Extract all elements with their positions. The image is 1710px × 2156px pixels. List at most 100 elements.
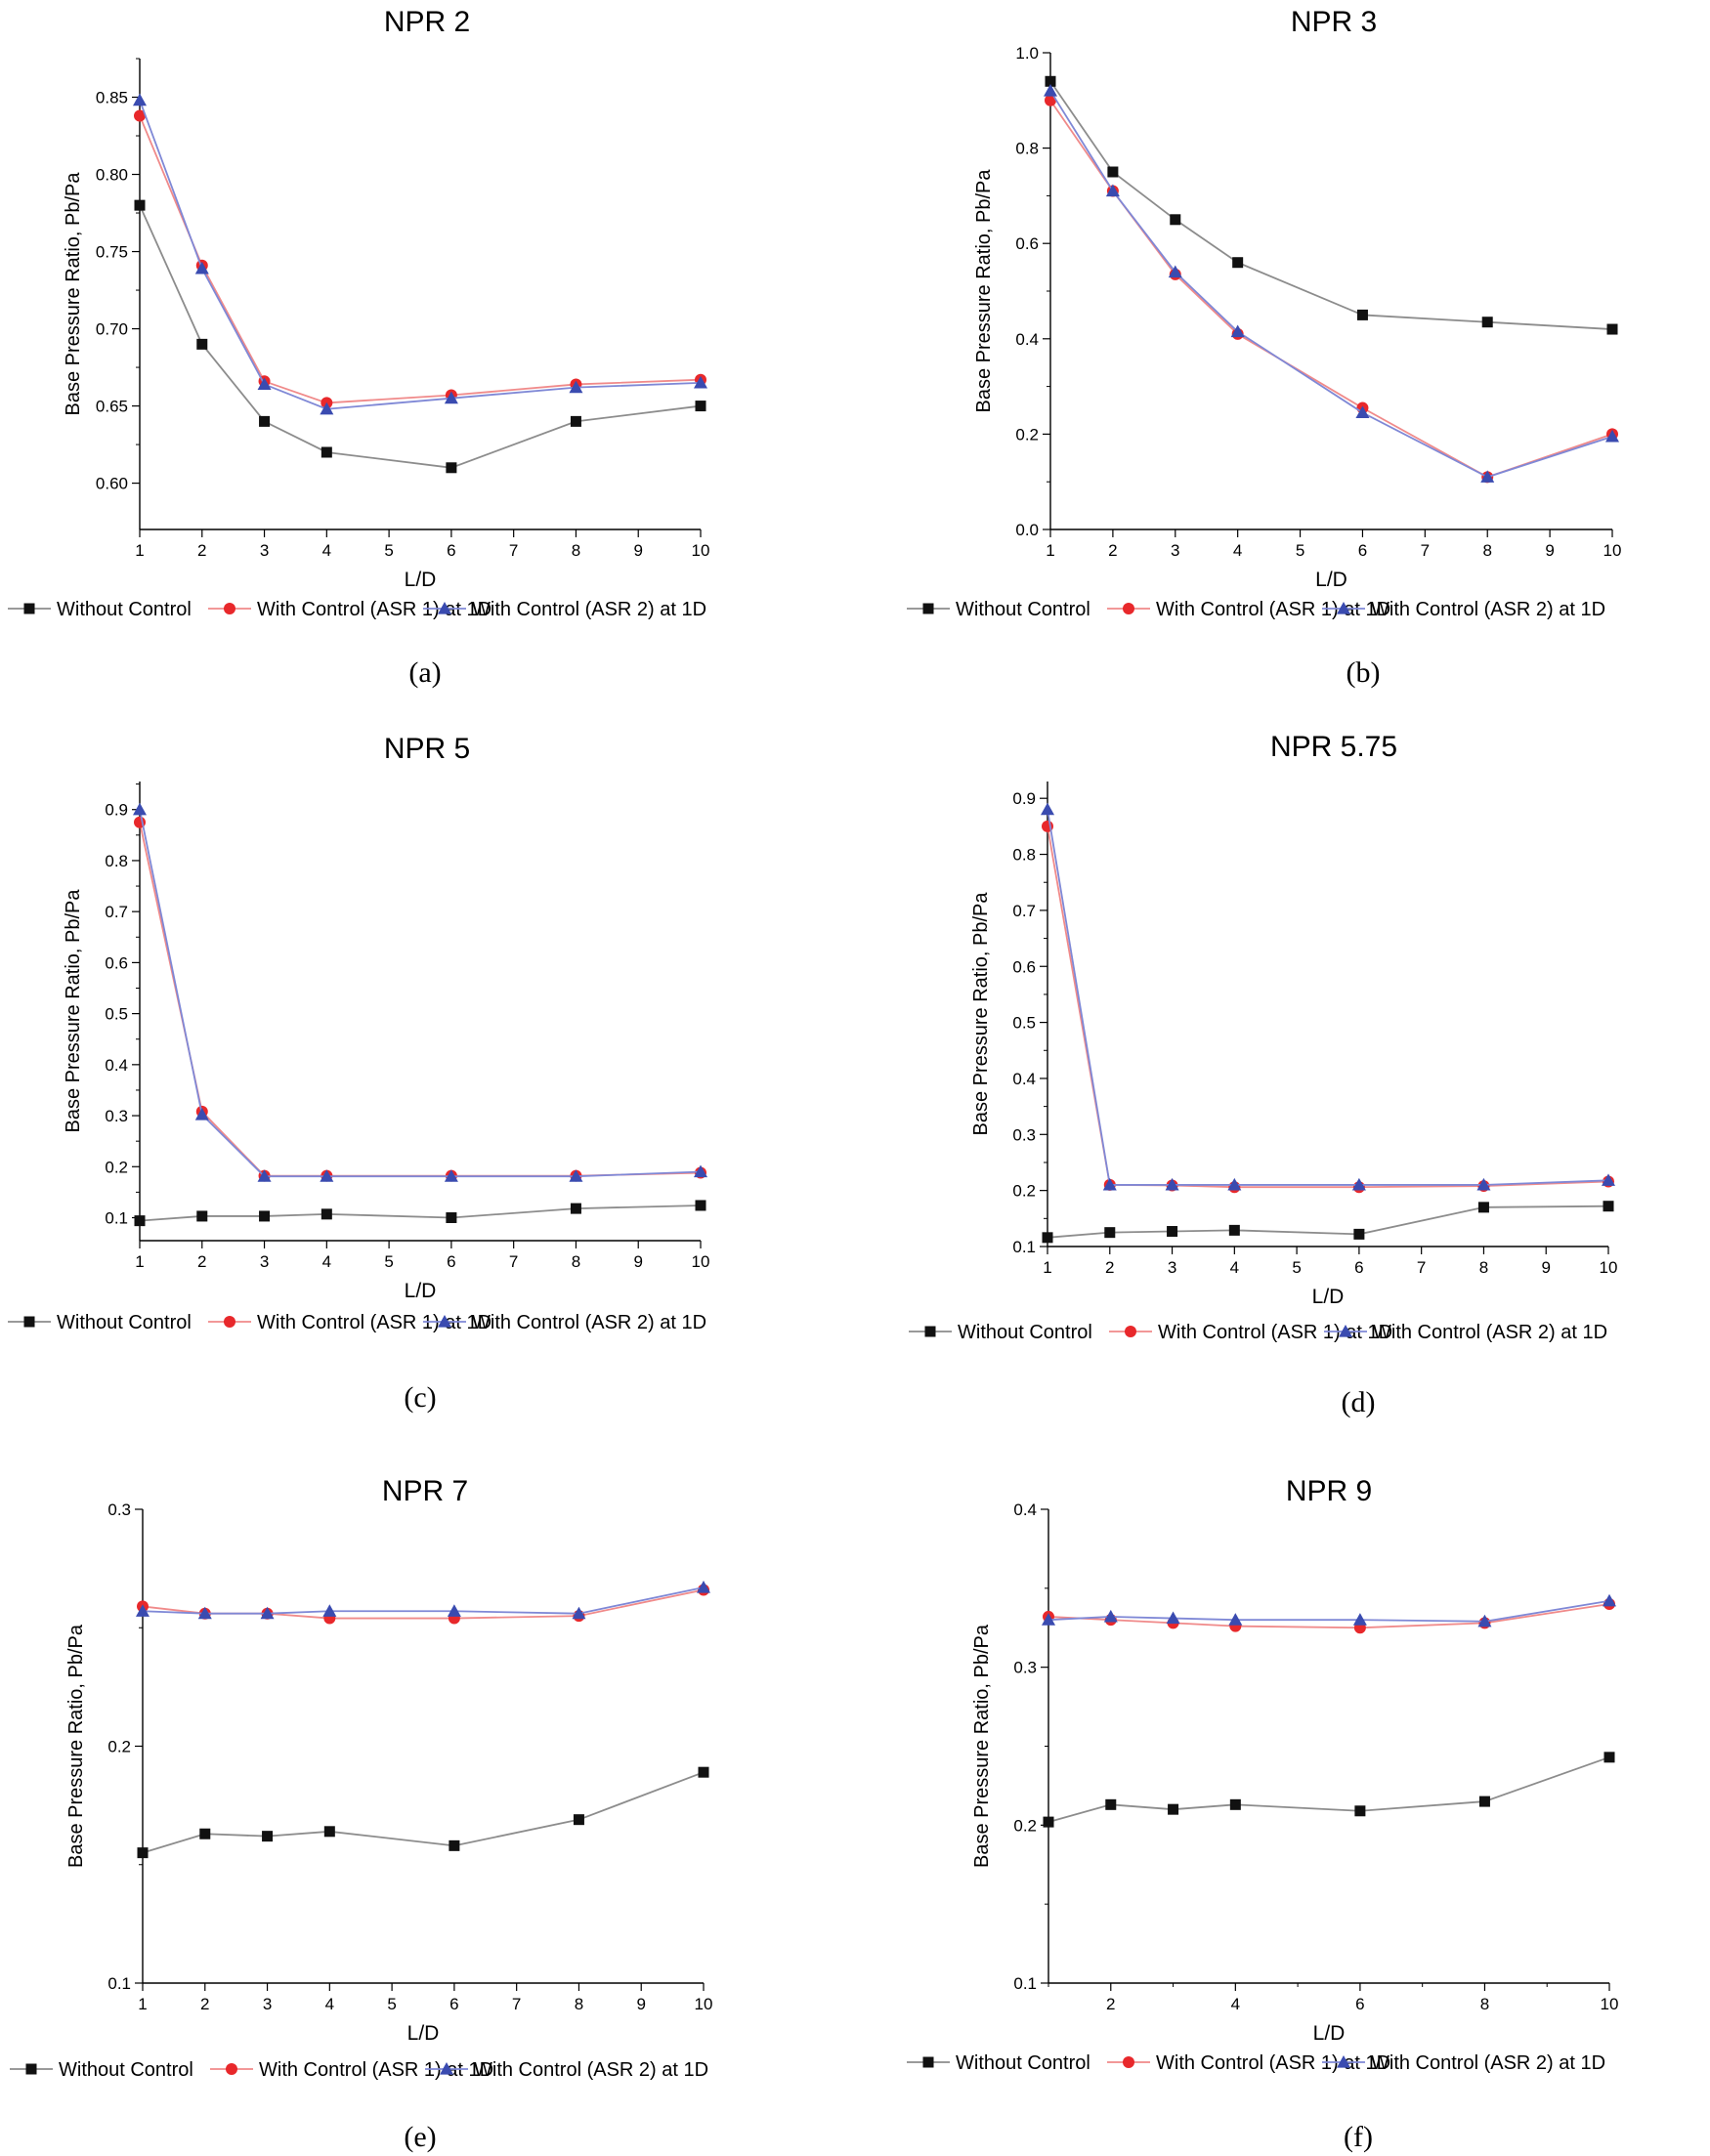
x-tick-label: 5	[384, 1252, 393, 1271]
data-point	[1480, 470, 1495, 483]
series-3	[1044, 84, 1619, 483]
legend-label: With Control (ASR 1) at 1D	[257, 1312, 492, 1333]
legend-marker	[924, 1326, 936, 1337]
legend: Without Control With Control (ASR 1) at 1…	[907, 2052, 1605, 2074]
x-axis-label: L/D	[405, 569, 437, 591]
series-1	[1042, 1201, 1614, 1244]
legend-marker	[438, 602, 451, 614]
series-line	[1049, 90, 1613, 479]
data-point	[257, 377, 272, 391]
chart-title: NPR 5.75	[1270, 731, 1397, 763]
y-tick-label: 0.4	[1012, 1070, 1036, 1088]
data-point	[1107, 166, 1119, 178]
series-line	[1047, 1599, 1610, 1623]
data-point	[197, 1606, 212, 1620]
data-point	[1603, 1593, 1616, 1607]
data-point	[1477, 1202, 1489, 1213]
data-point	[323, 1826, 335, 1838]
legend: Without Control With Control (ASR 1) at 1…	[8, 599, 706, 620]
series-line	[1047, 1205, 1609, 1239]
legend-marker	[23, 1316, 35, 1328]
data-point	[698, 1766, 709, 1778]
x-tick-label: 3	[1168, 1258, 1176, 1277]
x-tick-label: 10	[692, 541, 710, 560]
data-point	[1105, 184, 1120, 197]
series-line	[1047, 809, 1609, 1186]
x-tick-label: 4	[322, 1252, 331, 1271]
data-point	[1042, 1232, 1053, 1244]
y-tick-label: 0.60	[96, 475, 128, 493]
panel-caption: (e)	[404, 2121, 436, 2153]
data-point	[1102, 1177, 1117, 1191]
panel-caption: (a)	[408, 656, 441, 689]
data-point	[1104, 1227, 1116, 1239]
y-tick-label: 0.6	[1012, 957, 1036, 976]
x-tick-label: 2	[1106, 1995, 1115, 2013]
series-1	[137, 1766, 709, 1859]
chart-title: NPR 3	[1291, 6, 1377, 38]
x-tick-label: 2	[1108, 541, 1117, 560]
data-point	[1603, 1752, 1615, 1763]
data-point	[444, 391, 458, 404]
series-line	[1047, 1755, 1610, 1823]
series-line	[142, 1771, 705, 1854]
legend-label: With Control (ASR 1) at 1D	[1156, 599, 1390, 620]
series-line	[139, 1205, 702, 1222]
series-1	[134, 199, 706, 474]
y-tick-label: 0.0	[1015, 521, 1039, 539]
legend-label: With Control (ASR 2) at 1D	[472, 599, 706, 620]
x-tick-label: 3	[263, 1995, 272, 2013]
chart-title: NPR 7	[382, 1475, 468, 1507]
data-point	[1352, 1613, 1367, 1626]
data-point	[444, 1169, 458, 1182]
x-tick-label: 3	[260, 541, 269, 560]
x-tick-label: 7	[1417, 1258, 1426, 1277]
series-2	[1042, 820, 1614, 1194]
x-tick-label: 1	[135, 1252, 144, 1271]
series-line	[139, 204, 702, 469]
data-point	[1168, 265, 1182, 278]
series-2	[134, 816, 706, 1182]
data-point	[1603, 1201, 1614, 1212]
x-tick-label: 8	[1479, 1258, 1488, 1277]
y-tick-label: 0.2	[1012, 1182, 1036, 1201]
data-point	[573, 1814, 584, 1826]
x-tick-label: 9	[1545, 541, 1554, 560]
y-tick-label: 0.2	[105, 1158, 128, 1176]
data-point	[322, 1604, 337, 1617]
x-tick-label: 7	[509, 541, 518, 560]
data-point	[1165, 1177, 1179, 1191]
panel-caption: (d)	[1342, 1386, 1376, 1418]
series-1	[134, 1200, 706, 1227]
x-tick-label: 6	[447, 541, 455, 560]
data-point	[1351, 1177, 1366, 1191]
legend-label: With Control (ASR 2) at 1D	[1373, 1322, 1607, 1343]
series-3	[1041, 802, 1615, 1191]
y-tick-label: 0.70	[96, 320, 128, 339]
y-tick-label: 0.9	[105, 801, 128, 820]
x-tick-label: 6	[447, 1252, 455, 1271]
legend-label: With Control (ASR 1) at 1D	[259, 2059, 493, 2081]
y-tick-label: 0.5	[1012, 1014, 1036, 1033]
x-tick-label: 1	[1043, 1258, 1051, 1277]
x-axis-label: L/D	[1313, 2022, 1346, 2045]
data-point	[1354, 1805, 1366, 1817]
y-axis-label: Base Pressure Ratio, Pb/Pa	[973, 169, 995, 413]
legend-marker	[224, 603, 235, 614]
x-tick-label: 7	[509, 1252, 518, 1271]
y-tick-label: 0.4	[1013, 1501, 1037, 1519]
data-point	[196, 338, 208, 350]
legend-marker	[1123, 603, 1134, 614]
y-axis-label: Base Pressure Ratio, Pb/Pa	[65, 1624, 87, 1868]
y-tick-label: 0.2	[1015, 425, 1039, 444]
chart-panel-4: NPR 5.75 0.1 0.2 0.3 0.4 0.5 0.6 0.7 0.8 0.9 1 2 3 4 5…	[909, 731, 1617, 1418]
x-tick-label: 7	[1421, 541, 1430, 560]
data-point	[1232, 257, 1244, 269]
data-point	[1602, 1173, 1615, 1186]
y-tick-label: 0.1	[105, 1209, 128, 1228]
legend-label: Without Control	[958, 1322, 1092, 1343]
legend-marker	[1337, 2055, 1350, 2068]
data-point	[1476, 1177, 1491, 1191]
legend-label: Without Control	[57, 1312, 192, 1333]
legend-label: With Control (ASR 2) at 1D	[472, 1312, 706, 1333]
